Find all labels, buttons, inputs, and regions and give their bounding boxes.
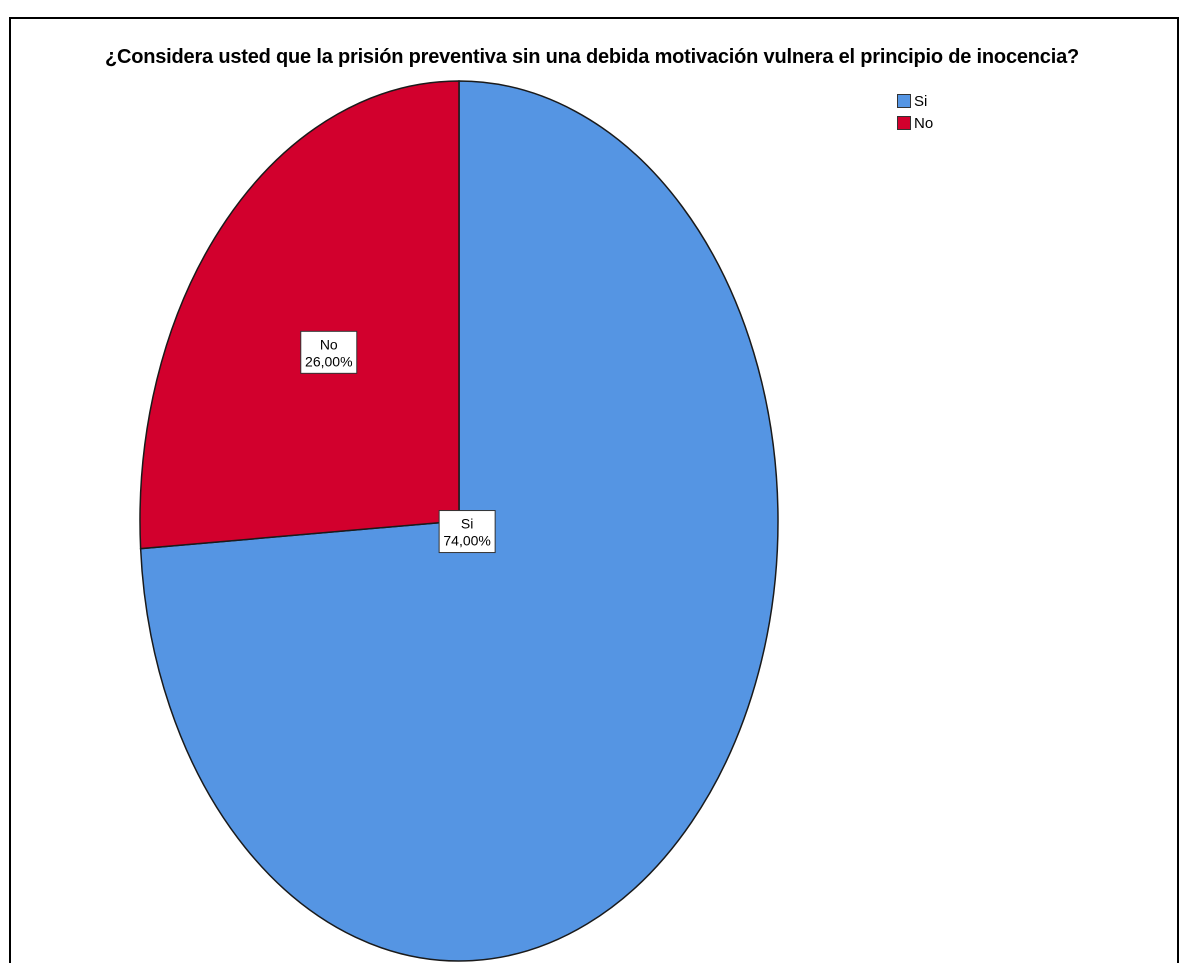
data-label-category: Si	[461, 516, 473, 532]
legend-swatch-si	[897, 94, 911, 108]
legend-label-no: No	[914, 114, 934, 132]
data-label-value: 74,00%	[443, 533, 490, 549]
legend-item-si: Si	[897, 90, 933, 112]
legend: Si No	[897, 90, 933, 134]
legend-label-si: Si	[914, 92, 928, 110]
data-label-category: No	[320, 336, 338, 352]
data-label-box	[438, 510, 496, 554]
legend-swatch-no	[897, 116, 911, 130]
data-label-box	[300, 330, 358, 374]
pie-slice-no	[139, 80, 460, 550]
chart-title: ¿Considera usted que la prisión preventi…	[104, 46, 1080, 68]
legend-item-no: No	[897, 112, 933, 134]
data-label-value: 26,00%	[305, 353, 352, 369]
